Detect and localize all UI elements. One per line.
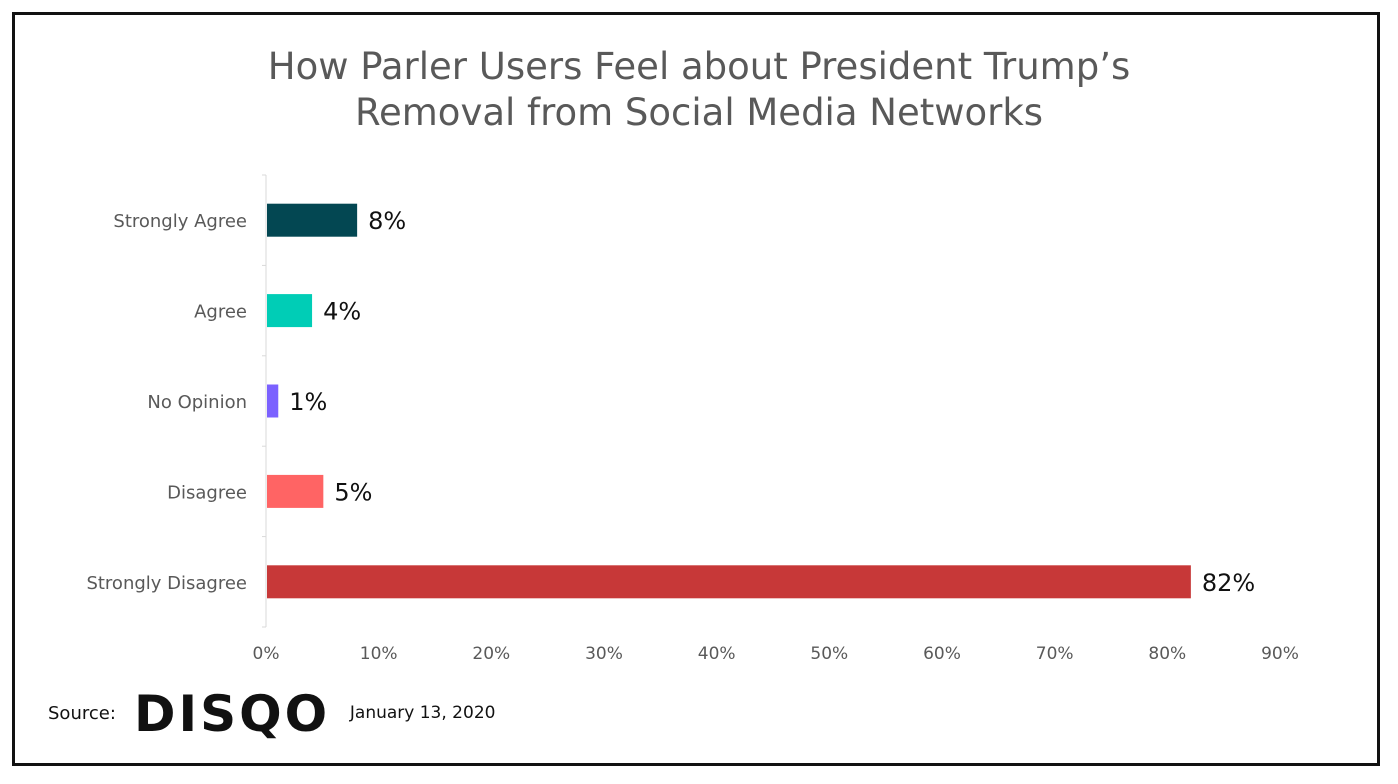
data-label: 4%	[323, 298, 361, 326]
x-tick-label: 80%	[1148, 644, 1186, 664]
x-tick-label: 10%	[360, 644, 398, 664]
x-tick-label: 0%	[253, 644, 280, 664]
category-label: No Opinion	[147, 392, 247, 413]
bar	[267, 294, 313, 328]
bar	[267, 203, 358, 237]
x-tick-label: 70%	[1036, 644, 1074, 664]
chart-title: How Parler Users Feel about President Tr…	[0, 44, 1398, 136]
logo-text: DISQO	[134, 687, 330, 739]
disqo-logo: DISQO	[134, 687, 334, 739]
bar	[267, 474, 324, 508]
data-label: 82%	[1202, 569, 1255, 597]
data-label: 8%	[368, 207, 406, 235]
source-label: Source:	[48, 702, 116, 724]
category-label: Strongly Agree	[113, 211, 247, 232]
x-tick-label: 20%	[472, 644, 510, 664]
x-tick-label: 30%	[585, 644, 623, 664]
chart-title-line-2: Removal from Social Media Networks	[354, 91, 1044, 134]
x-tick-label: 50%	[810, 644, 848, 664]
data-label: 1%	[289, 388, 327, 416]
category-label: Agree	[194, 302, 247, 323]
data-label: 5%	[334, 478, 372, 506]
category-label: Strongly Disagree	[86, 573, 247, 594]
bar	[267, 565, 1191, 599]
chart-frame	[12, 12, 1380, 766]
x-tick-label: 40%	[698, 644, 736, 664]
source-date: January 13, 2020	[349, 703, 496, 723]
category-label: Disagree	[167, 482, 247, 503]
chart-title-line-1: How Parler Users Feel about President Tr…	[267, 45, 1131, 88]
footer: Source: DISQO January 13, 2020	[48, 687, 496, 739]
bar	[267, 384, 279, 418]
x-tick-label: 90%	[1261, 644, 1299, 664]
x-tick-label: 60%	[923, 644, 961, 664]
